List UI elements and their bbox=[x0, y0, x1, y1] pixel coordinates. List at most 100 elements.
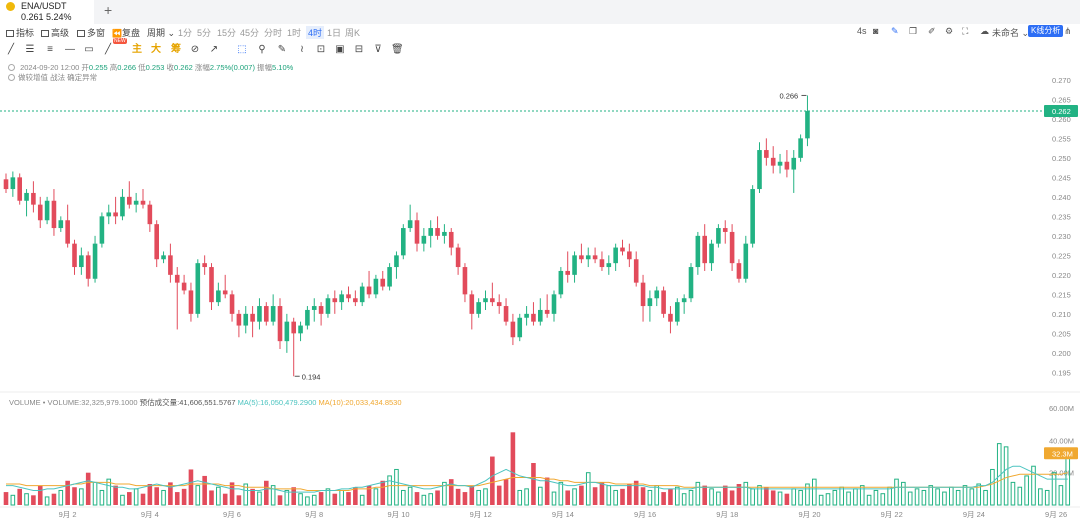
candle-body bbox=[229, 294, 235, 314]
indicators-button[interactable]: 指标 bbox=[6, 26, 34, 39]
arrow-tool-icon[interactable]: ↗ bbox=[209, 44, 219, 55]
main-force-button[interactable]: 主 bbox=[132, 44, 142, 55]
volume-bar bbox=[72, 487, 77, 505]
cloud-icon[interactable]: ☁ bbox=[980, 26, 989, 36]
chip-button[interactable]: 筹 bbox=[171, 44, 181, 55]
tab-ena-usdt[interactable]: ENA/USDT 0.261 5.24% bbox=[0, 0, 94, 24]
trendline-tool-icon[interactable]: ╱ bbox=[7, 44, 15, 55]
volume-bar bbox=[113, 485, 118, 505]
text-tool-icon[interactable]: ⊡ bbox=[316, 44, 326, 55]
candle-body bbox=[627, 251, 632, 260]
volume-bar bbox=[606, 485, 612, 506]
candle-body bbox=[448, 231, 454, 248]
rectangle-tool-icon[interactable]: ▭ bbox=[84, 44, 94, 55]
volume-bar bbox=[428, 493, 433, 506]
volume-bar bbox=[538, 486, 543, 506]
advanced-button[interactable]: 高级 bbox=[41, 26, 69, 39]
candle-body bbox=[496, 302, 502, 307]
volume-bar bbox=[770, 490, 776, 505]
price-axis-label: 0.205 bbox=[1052, 329, 1071, 338]
parallel-line-tool-icon[interactable]: ≡ bbox=[47, 44, 53, 55]
price-axis-label: 0.215 bbox=[1052, 290, 1071, 299]
brush-tool-icon[interactable]: ✎ bbox=[277, 44, 287, 55]
current-volume-label: 32.3M bbox=[1052, 449, 1073, 458]
interval-timeshare[interactable]: 分时 bbox=[264, 28, 283, 38]
volume-bar bbox=[1010, 481, 1016, 506]
candle-body bbox=[318, 306, 324, 314]
volume-bar bbox=[599, 482, 605, 505]
volume-bar bbox=[37, 485, 43, 505]
interval-15m[interactable]: 15分 bbox=[217, 28, 237, 38]
candle-body bbox=[236, 313, 242, 326]
interval-week[interactable]: 周K bbox=[345, 28, 361, 38]
filter-tool-icon[interactable]: ⊽ bbox=[374, 44, 382, 55]
volume-bar bbox=[3, 492, 9, 505]
line-tool-icon[interactable]: ╱ bbox=[104, 44, 112, 55]
interval-5m[interactable]: 5分 bbox=[197, 28, 212, 38]
volume-bar bbox=[524, 488, 529, 506]
candle-body bbox=[120, 196, 125, 217]
current-price-label: 0.262 bbox=[1052, 107, 1071, 116]
high-marker-label: 0.266 bbox=[779, 91, 798, 100]
candle-body bbox=[168, 255, 173, 275]
trash-icon[interactable]: 🗑 bbox=[391, 44, 404, 55]
settings-icon[interactable]: ⚙ bbox=[945, 26, 954, 36]
edit-icon[interactable]: ✐ bbox=[928, 26, 936, 36]
volume-bar bbox=[654, 485, 660, 506]
layout-icon[interactable]: ❐ bbox=[909, 26, 918, 36]
cursor-tool-icon[interactable]: ⬚ bbox=[237, 44, 247, 55]
layout-name-dropdown[interactable]: 未命名 ⌄ bbox=[992, 28, 1030, 38]
interval-1d[interactable]: 1日 bbox=[327, 28, 342, 38]
candle-body bbox=[661, 290, 666, 314]
eye-icon[interactable] bbox=[8, 74, 15, 81]
add-tab-button[interactable]: + bbox=[104, 2, 113, 18]
time-axis-label: 9月 6 bbox=[223, 510, 241, 519]
period-dropdown[interactable]: 周期 ⌄ bbox=[147, 28, 176, 38]
magnet-tool-icon[interactable]: ⊘ bbox=[190, 44, 200, 55]
fullscreen-icon[interactable]: ⛶ bbox=[962, 26, 969, 36]
share-icon[interactable]: ⋔ bbox=[1064, 26, 1072, 36]
link-tool-icon[interactable]: ⚲ bbox=[258, 44, 266, 55]
time-axis-label: 9月 26 bbox=[1045, 510, 1067, 519]
collapse-icon[interactable] bbox=[8, 64, 15, 71]
candle-body bbox=[387, 267, 392, 287]
volume-bar bbox=[894, 478, 899, 506]
interval-1h[interactable]: 1时 bbox=[287, 28, 302, 38]
volume-bar bbox=[353, 487, 358, 505]
volume-bar bbox=[229, 482, 235, 505]
volume-bar bbox=[250, 488, 255, 505]
volume-bar bbox=[640, 487, 646, 505]
multi-line-tool-icon[interactable]: ☰ bbox=[25, 44, 35, 55]
volume-bar bbox=[627, 484, 632, 505]
horizontal-line-tool-icon[interactable]: — bbox=[65, 44, 75, 55]
right-interval[interactable]: 4s bbox=[857, 26, 867, 36]
interval-1m[interactable]: 1分 bbox=[178, 28, 193, 38]
volume-bar bbox=[976, 483, 982, 506]
candle-body bbox=[147, 204, 153, 225]
settings-dot-icon[interactable]: • bbox=[42, 398, 48, 407]
ma10-line bbox=[6, 472, 1068, 491]
volume-bar bbox=[668, 488, 673, 505]
volume-bar bbox=[79, 488, 84, 506]
candle-body bbox=[24, 192, 29, 201]
kline-analysis-button[interactable]: K线分析 bbox=[1028, 25, 1064, 37]
measure-tool-icon[interactable]: ⊟ bbox=[354, 44, 364, 55]
big-order-button[interactable]: 大 bbox=[151, 44, 161, 55]
volume-bar bbox=[284, 489, 290, 506]
price-axis-label: 0.230 bbox=[1052, 232, 1071, 241]
volume-bar bbox=[914, 488, 920, 506]
image-tool-icon[interactable]: ▣ bbox=[335, 44, 345, 55]
volume-bar bbox=[757, 485, 762, 506]
multi-window-button[interactable]: 多窗 bbox=[77, 26, 105, 39]
interval-45m[interactable]: 45分 bbox=[240, 28, 260, 38]
volume-bar bbox=[839, 486, 845, 506]
camera-icon[interactable]: ◙ bbox=[873, 26, 879, 36]
interval-4h[interactable]: 4时 bbox=[306, 26, 325, 39]
replay-button[interactable]: ⏪复盘 bbox=[112, 28, 140, 38]
candle-body bbox=[277, 306, 283, 342]
pencil-icon[interactable]: ✎ bbox=[891, 26, 899, 36]
volume-bar bbox=[85, 472, 91, 505]
candle-body bbox=[10, 177, 16, 190]
wave-tool-icon[interactable]: ≀ bbox=[300, 44, 304, 55]
